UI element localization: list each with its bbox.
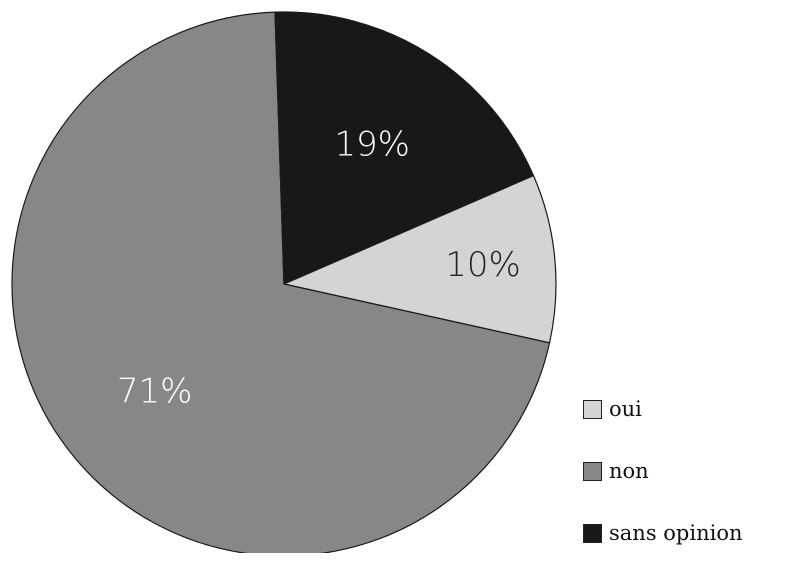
legend-label-sans-opinion: sans opinion [609, 521, 743, 545]
legend-swatch-oui [583, 399, 602, 419]
pie-slice-non [11, 11, 551, 553]
legend-item-sans-opinion: sans opinion [583, 502, 798, 564]
legend-label-non: non [609, 459, 649, 483]
pie-label-sans-opinion: 19% [334, 125, 410, 165]
legend-item-non: non [583, 440, 798, 502]
legend: oui non sans opinion [583, 378, 798, 564]
pie-label-oui: 10% [445, 245, 521, 285]
legend-label-oui: oui [609, 397, 642, 421]
legend-item-oui: oui [583, 378, 798, 440]
pie-label-non: 71% [117, 371, 193, 411]
pie-slice-sans-opinion [274, 11, 535, 285]
legend-swatch-sans-opinion [583, 523, 602, 543]
legend-swatch-non [583, 461, 602, 481]
pie-slice-oui [283, 174, 557, 344]
